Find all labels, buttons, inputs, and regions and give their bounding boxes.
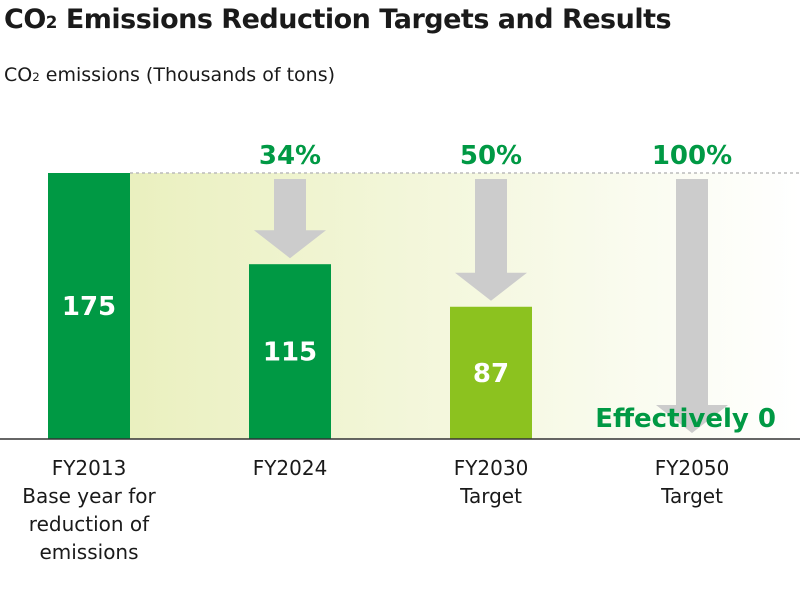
category-label: FY2030 [453, 456, 529, 480]
y-axis-label: CO2 emissions (Thousands of tons) [4, 64, 336, 86]
bar [48, 173, 130, 439]
reduction-arrow [254, 179, 326, 259]
reduction-arrow [656, 179, 728, 433]
category-sublabel: emissions [39, 540, 139, 564]
category-sublabel: Target [661, 484, 723, 508]
category-label: FY2013 [51, 456, 127, 480]
category-sublabel: Target [460, 484, 522, 508]
reduction-arrow [455, 179, 527, 301]
chart-title: CO2 Emissions Reduction Targets and Resu… [4, 4, 672, 35]
category-label: FY2024 [252, 456, 328, 480]
category-label: FY2050 [654, 456, 730, 480]
bar [249, 264, 331, 439]
x-tick-label: FY2050 Target [597, 454, 787, 510]
bar-value-label: 175 [62, 292, 116, 322]
x-tick-label: FY2024 [195, 454, 385, 482]
category-sublabel: Base year for [22, 484, 156, 508]
reduction-percent-label: 34% [259, 141, 321, 171]
reduction-percent-label: 50% [460, 141, 522, 171]
bar-value-label: 115 [263, 338, 317, 368]
reduction-percent-label: 100% [652, 141, 732, 171]
x-tick-label: FY2030 Target [396, 454, 586, 510]
bar [450, 306, 532, 439]
bar-value-label: Effectively 0 [595, 404, 776, 434]
category-sublabel: reduction of [28, 512, 150, 536]
bar-value-label: 87 [473, 359, 509, 389]
x-tick-label: FY2013 Base year for reduction of emissions [0, 454, 184, 566]
